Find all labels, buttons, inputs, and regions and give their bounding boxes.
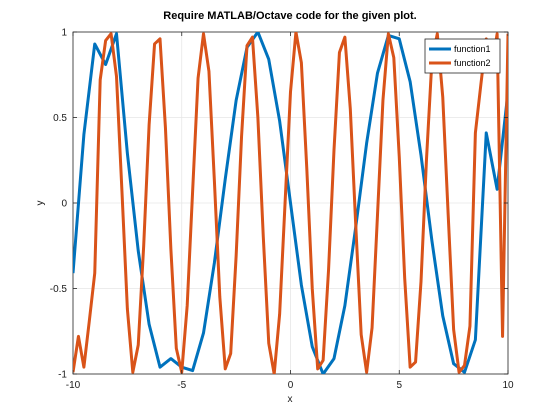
x-tick-label: -5	[177, 380, 186, 391]
x-axis-label: x	[288, 394, 293, 405]
legend: function1 function2	[424, 38, 501, 74]
y-tick-label: 0.5	[53, 113, 67, 124]
y-axis-label: y	[35, 201, 46, 206]
y-tick-label: -1	[58, 370, 67, 381]
chart-title: Require MATLAB/Octave code for the given…	[163, 10, 416, 22]
y-tick-label: -0.5	[50, 284, 68, 295]
series-line-function1	[73, 32, 508, 374]
x-tick-label: 5	[396, 380, 402, 391]
legend-box	[424, 38, 501, 74]
y-tick-label: 1	[61, 28, 67, 39]
legend-label-function1: function1	[454, 44, 491, 54]
y-tick-label: 0	[61, 199, 67, 210]
x-tick-label: 10	[502, 380, 514, 391]
axis-ticks: -10 -5 0 5 10 -1 -0.5 0 0.5 1	[50, 28, 514, 392]
x-tick-label: -10	[66, 380, 81, 391]
legend-label-function2: function2	[454, 58, 491, 68]
x-tick-label: 0	[288, 380, 294, 391]
